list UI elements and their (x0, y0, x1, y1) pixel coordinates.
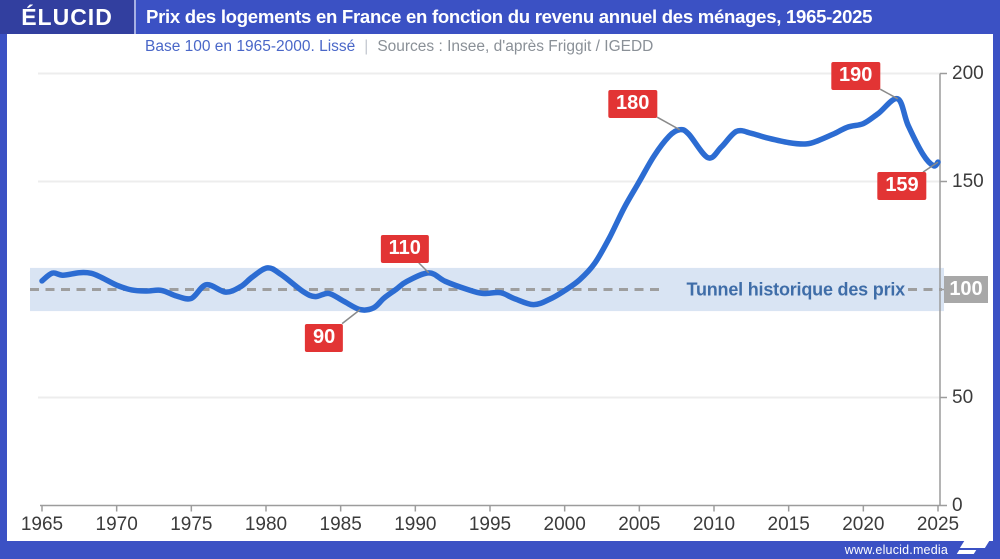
x-tick-label: 2010 (692, 513, 736, 535)
header-bar: ÉLUCID Prix des logements en France en f… (0, 0, 1000, 34)
data-label-90: 90 (304, 323, 344, 352)
chart-sources: Sources : Insee, d'après Friggit / IGEDD (377, 38, 654, 55)
line-chart: Tunnel historique des prix 0 50 100 150 200 1… (0, 60, 1000, 545)
x-tick-label: 1995 (468, 513, 512, 535)
subtitle-separator: | (364, 38, 369, 55)
page-title: Prix des logements en France en fonction… (146, 6, 873, 27)
x-tick-label: 1975 (170, 513, 213, 535)
callout-line-190 (879, 88, 899, 100)
header-divider (134, 0, 136, 34)
x-tick-label: 1970 (95, 513, 138, 535)
data-label-190: 190 (830, 61, 881, 90)
callout-line-90 (341, 309, 361, 325)
subtitle-bar: Base 100 en 1965-2000. Lissé | Sources :… (145, 34, 653, 60)
elucid-flag-icon (954, 537, 992, 557)
x-tick-label: 1965 (20, 513, 64, 535)
elucid-logo: ÉLUCID (0, 0, 134, 34)
x-tick-label: 2020 (842, 513, 885, 535)
y-tick-label-highlight: 100 (944, 276, 988, 303)
x-tick-label: 2025 (916, 513, 960, 535)
x-tick-label: 1980 (244, 513, 288, 535)
chart-note: Base 100 en 1965-2000. Lissé (145, 38, 356, 55)
footer-bar: www.elucid.media (0, 538, 1000, 559)
x-tick-label: 1985 (319, 513, 362, 535)
y-tick-label: 200 (952, 62, 984, 84)
callout-line-159 (922, 161, 939, 173)
elucid-logo-text: ÉLUCID (21, 3, 113, 30)
right-edge-stripe (993, 34, 1000, 545)
data-label-180: 180 (607, 89, 658, 118)
x-tick-label: 2000 (543, 513, 586, 535)
callout-line-110 (418, 262, 430, 274)
x-tick-label: 2005 (618, 513, 661, 535)
y-tick-label: 150 (952, 170, 984, 192)
left-edge-stripe (0, 34, 7, 545)
price-income-curve (39, 95, 941, 313)
y-tick-label: 0 (952, 494, 963, 516)
footer-url: www.elucid.media (844, 543, 948, 557)
data-label-110: 110 (380, 234, 429, 263)
callout-line-180 (656, 116, 681, 131)
tunnel-band-label: Tunnel historique des prix (686, 279, 906, 299)
y-tick-label: 50 (952, 386, 974, 408)
x-tick-label: 2015 (767, 513, 810, 535)
data-label-159: 159 (877, 172, 927, 201)
x-tick-label: 1990 (394, 513, 437, 535)
